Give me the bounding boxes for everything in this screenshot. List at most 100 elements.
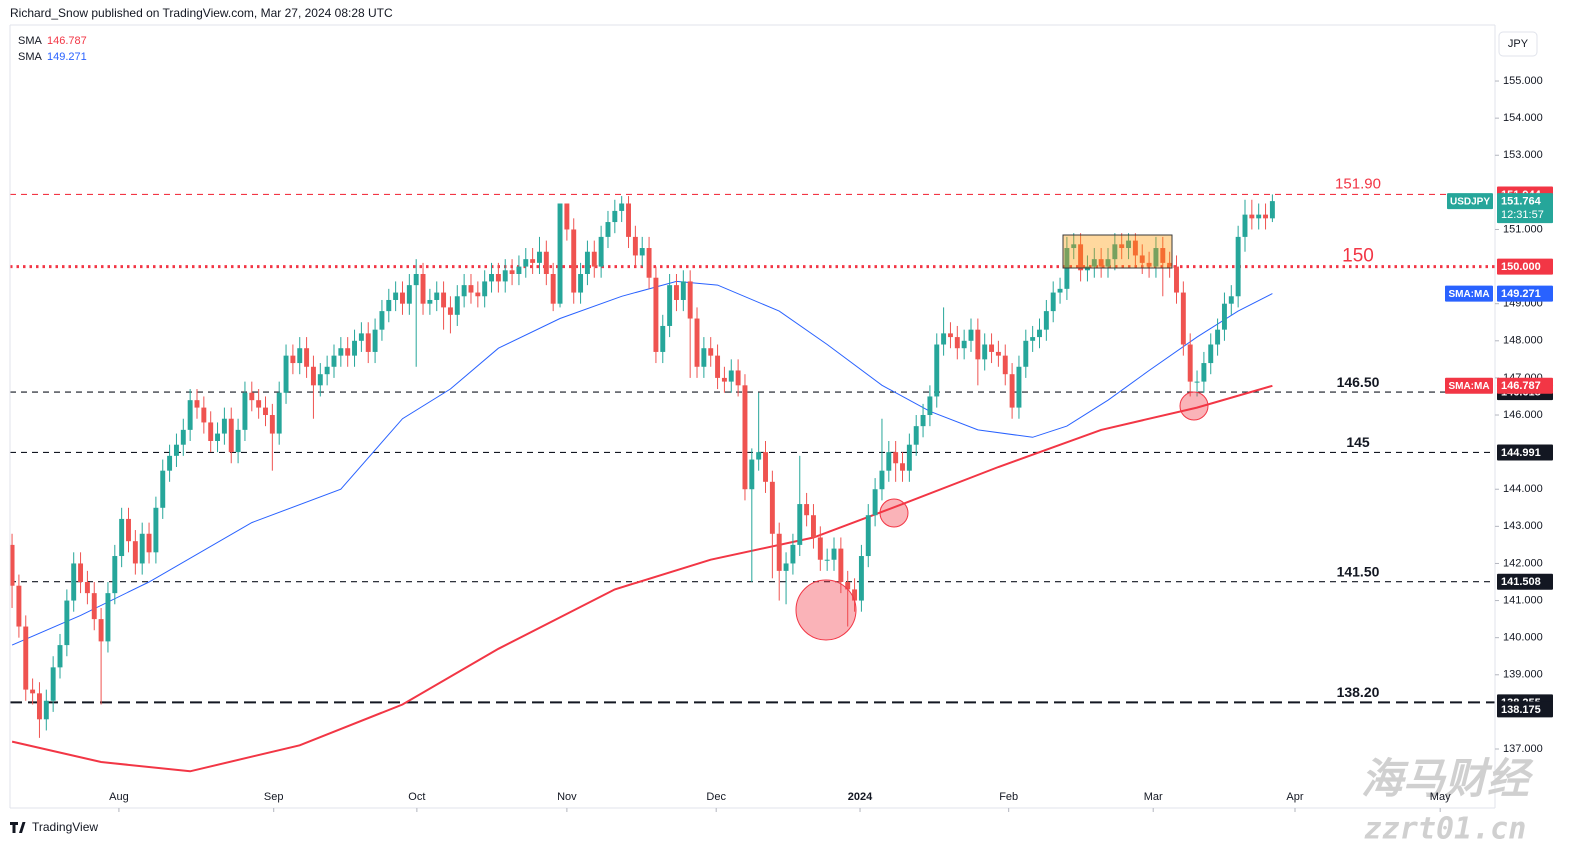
candle-body <box>91 593 97 620</box>
last-price: 151.764 <box>1501 196 1542 208</box>
level-label: 151.90 <box>1335 175 1381 192</box>
candle-body <box>283 355 289 393</box>
candle-body <box>1167 262 1173 267</box>
candle-body <box>1119 244 1125 249</box>
legend-value: 146.787 <box>47 35 87 47</box>
candle-body <box>153 507 159 553</box>
candle-body <box>379 311 385 330</box>
candle-body <box>194 400 200 408</box>
candle-body <box>249 392 255 401</box>
candle-body <box>1174 266 1179 293</box>
candle-body <box>728 370 734 382</box>
candle-body <box>1016 366 1022 408</box>
candle-body <box>927 396 933 416</box>
candle-body <box>564 203 570 230</box>
candle-body <box>1208 344 1214 364</box>
candle-body <box>1050 292 1056 312</box>
candle-body <box>756 452 762 460</box>
candle-body <box>824 559 830 561</box>
candle-body <box>1009 374 1015 408</box>
candle-body <box>790 544 796 564</box>
candle-body <box>667 285 673 326</box>
candle-body <box>1043 311 1049 330</box>
price-box <box>1497 285 1553 302</box>
price-box-label: 149.271 <box>1501 288 1541 300</box>
candle-body <box>1030 337 1036 341</box>
candle-body <box>557 203 563 304</box>
candle-body <box>858 556 864 601</box>
x-tick-label: May <box>1430 791 1451 803</box>
candle-body <box>701 348 707 367</box>
candle-body <box>687 281 693 319</box>
candle-body <box>105 593 111 642</box>
candle-body <box>982 344 988 360</box>
candle-body <box>1105 259 1111 267</box>
candle-body <box>632 236 638 256</box>
candle-body <box>1153 248 1159 267</box>
currency[interactable]: JPY <box>1508 38 1529 50</box>
candle-body <box>489 274 494 282</box>
candle-body <box>605 222 611 237</box>
candle-body <box>817 537 823 560</box>
candle-body <box>324 366 330 375</box>
y-tick-label: 155.000 <box>1503 75 1543 87</box>
candle-body <box>1078 244 1084 271</box>
candle-body <box>735 370 741 386</box>
candle-body <box>495 274 501 282</box>
candle-body <box>598 236 604 267</box>
x-tick-label: Apr <box>1286 791 1303 803</box>
candle-body <box>804 504 810 516</box>
candle-body <box>975 329 981 360</box>
countdown: 12:31:57 <box>1501 209 1544 221</box>
candle-body <box>1249 214 1255 219</box>
candle-body <box>571 229 577 293</box>
plot <box>9 193 1495 773</box>
candle-body <box>352 340 358 356</box>
candle-body <box>221 418 227 434</box>
candle-body <box>591 251 597 267</box>
candle-body <box>84 582 90 594</box>
x-tick-label: Oct <box>408 791 425 803</box>
candle-body <box>64 600 70 646</box>
candle-body <box>434 292 440 300</box>
currency-button[interactable] <box>1498 31 1538 57</box>
candle-body <box>1139 255 1145 263</box>
candle-body <box>180 429 186 445</box>
candle-body <box>475 292 481 297</box>
candle-body <box>1023 340 1029 367</box>
candle-body <box>653 277 659 352</box>
symbol-tag-label: USDJPY <box>1450 196 1490 207</box>
candle-body <box>852 589 858 601</box>
sma-tag <box>1445 285 1493 302</box>
candle-body <box>1160 248 1166 263</box>
highlight-circle <box>1179 391 1209 421</box>
candle-body <box>290 355 296 364</box>
candle-body <box>954 337 960 349</box>
candle-body <box>393 292 399 300</box>
price-box-label: 146.787 <box>1501 380 1541 392</box>
y-tick-label: 148.000 <box>1503 335 1543 347</box>
candle-body <box>16 585 22 627</box>
candle-body <box>173 444 179 456</box>
candle-body <box>9 544 15 586</box>
candle-body <box>345 348 351 356</box>
candle-body <box>715 355 721 378</box>
candle-body <box>810 515 816 538</box>
price-box <box>1497 258 1553 275</box>
candle-body <box>721 377 727 382</box>
candle-body <box>845 582 851 590</box>
candle-body <box>119 518 125 557</box>
y-tick-label: 143.000 <box>1503 520 1543 532</box>
candle-body <box>36 693 42 720</box>
candle-body <box>23 626 29 690</box>
y-tick-label: 141.000 <box>1503 594 1543 606</box>
candle-body <box>550 274 556 304</box>
candle-body <box>331 355 337 367</box>
candle-body <box>680 281 686 300</box>
candle-body <box>947 333 953 338</box>
candle-body <box>1256 214 1262 219</box>
candle-body <box>872 489 878 516</box>
price-box-label: 138.175 <box>1501 704 1541 716</box>
candle-body <box>112 556 118 594</box>
watermark-url: zzrt01.cn <box>1364 812 1527 847</box>
